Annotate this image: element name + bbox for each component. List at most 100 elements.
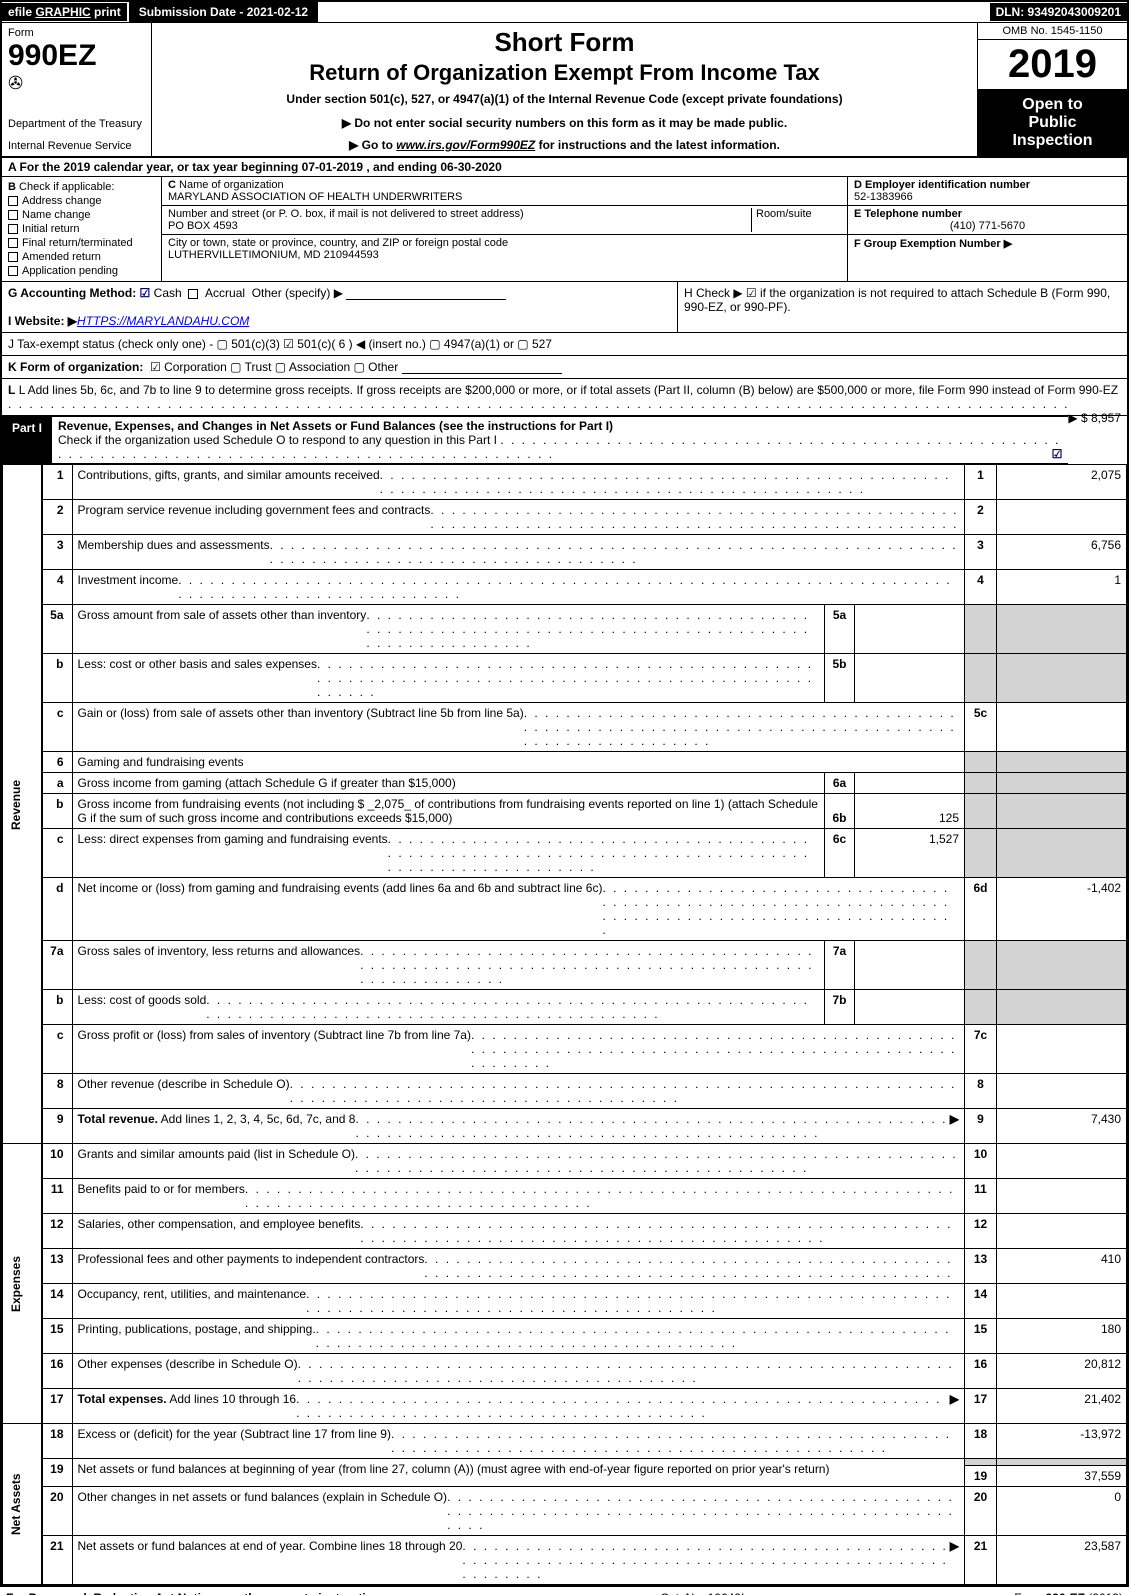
k-other-blank[interactable] (402, 360, 562, 374)
line-num: c (42, 829, 72, 878)
goto-line: ▶ Go to www.irs.gov/Form990EZ for instru… (158, 138, 971, 152)
c-label: C (168, 179, 176, 191)
line-desc: Gain or (loss) from sale of assets other… (72, 703, 965, 752)
line-ref: 13 (965, 1249, 997, 1284)
line-ref-shade (965, 829, 997, 878)
line-num: 6 (42, 752, 72, 773)
line-value-shade (997, 990, 1127, 1025)
checkbox-icon[interactable] (8, 252, 18, 262)
line-ref-shade (965, 1459, 997, 1466)
ein-value: 52-1383966 (854, 191, 913, 203)
line-value: 2,075 (997, 465, 1127, 500)
checkbox-icon[interactable] (8, 266, 18, 276)
footer-form-post: (2019) (1085, 1591, 1123, 1595)
table-row: c Gain or (loss) from sale of assets oth… (3, 703, 1127, 752)
chk-initial-return: Initial return (8, 223, 155, 235)
line-num: 17 (42, 1389, 72, 1424)
g-other-blank[interactable] (346, 286, 506, 300)
table-row: c Gross profit or (loss) from sales of i… (3, 1025, 1127, 1074)
submission-date: Submission Date - 2021-02-12 (127, 2, 320, 22)
line-desc: Contributions, gifts, grants, and simila… (72, 465, 965, 500)
part-1-check-text: Check if the organization used Schedule … (58, 433, 497, 447)
table-row: Revenue 1 Contributions, gifts, grants, … (3, 465, 1127, 500)
table-row: 12 Salaries, other compensation, and emp… (3, 1214, 1127, 1249)
line-ref: 11 (965, 1179, 997, 1214)
mid-num: 5b (825, 654, 855, 703)
checkbox-icon[interactable] (8, 238, 18, 248)
checkbox-icon[interactable] (8, 196, 18, 206)
table-row: a Gross income from gaming (attach Sched… (3, 773, 1127, 794)
website-link[interactable]: HTTPS://MARYLANDAHU.COM (77, 314, 249, 328)
line-value-shade (997, 654, 1127, 703)
row-a-tax-year: A For the 2019 calendar year, or tax yea… (2, 158, 1127, 177)
arrow-icon: ▶ (950, 1112, 959, 1140)
c-name-label: Name of organization (176, 179, 284, 191)
line-num: 19 (42, 1459, 72, 1487)
efile-graphic-link[interactable]: GRAPHIC (35, 5, 90, 19)
k-label: K Form of organization: (8, 360, 143, 374)
header-left: Form 990EZ ✇ Department of the Treasury … (2, 23, 152, 156)
line-num: 12 (42, 1214, 72, 1249)
line-desc: Grants and similar amounts paid (list in… (72, 1144, 965, 1179)
table-row: 9 Total revenue. Add lines 1, 2, 3, 4, 5… (3, 1109, 1127, 1144)
line-ref-shade (965, 990, 997, 1025)
line-desc: Less: cost of goods sold (72, 990, 825, 1025)
goto-link[interactable]: www.irs.gov/Form990EZ (396, 138, 535, 152)
line-desc: Net income or (loss) from gaming and fun… (72, 878, 965, 941)
line-num: 11 (42, 1179, 72, 1214)
line-desc: Excess or (deficit) for the year (Subtra… (72, 1424, 965, 1459)
mid-num: 7a (825, 941, 855, 990)
table-row: 6 Gaming and fundraising events (3, 752, 1127, 773)
part-1-title-block: Revenue, Expenses, and Changes in Net As… (52, 417, 1068, 463)
line-desc: Other changes in net assets or fund bala… (72, 1487, 965, 1536)
line-ref: 10 (965, 1144, 997, 1179)
line-ref-shade (965, 941, 997, 990)
line-ref: 19 (965, 1466, 997, 1487)
mid-num: 6c (825, 829, 855, 878)
h-schedule-b: H Check ▶ ☑ if the organization is not r… (677, 282, 1127, 332)
g-accounting: G Accounting Method: ☑ Cash Accrual Othe… (2, 282, 677, 332)
goto-post: for instructions and the latest informat… (535, 138, 780, 152)
l-dots (8, 397, 1069, 411)
table-row: b Less: cost of goods sold 7b (3, 990, 1127, 1025)
arrow-icon: ▶ (950, 1539, 959, 1581)
chk-name-change: Name change (8, 209, 155, 221)
open-line-1: Open to (980, 96, 1125, 114)
table-row: b Gross income from fundraising events (… (3, 794, 1127, 829)
phone-value: (410) 771-5670 (854, 220, 1121, 232)
revenue-table: Revenue 1 Contributions, gifts, grants, … (2, 464, 1127, 1585)
revenue-side-label: Revenue (3, 465, 43, 1144)
open-to-public: Open to Public Inspection (978, 89, 1127, 156)
line-desc: Less: direct expenses from gaming and fu… (72, 829, 825, 878)
mid-val (855, 990, 965, 1025)
mid-val (855, 605, 965, 654)
line-ref: 7c (965, 1025, 997, 1074)
line-desc: Investment income (72, 570, 965, 605)
line-num: 20 (42, 1487, 72, 1536)
line-ref: 8 (965, 1074, 997, 1109)
table-row: b Less: cost or other basis and sales ex… (3, 654, 1127, 703)
line-ref: 5c (965, 703, 997, 752)
line-desc: Other revenue (describe in Schedule O) (72, 1074, 965, 1109)
section-b-checkboxes: B Check if applicable: Address change Na… (2, 177, 162, 281)
k-options: ☑ Corporation ▢ Trust ▢ Association ▢ Ot… (150, 360, 398, 374)
part-1-header: Part I Revenue, Expenses, and Changes in… (2, 416, 1068, 464)
line-value (997, 703, 1127, 752)
table-row: 8 Other revenue (describe in Schedule O)… (3, 1074, 1127, 1109)
table-row: 19 Net assets or fund balances at beginn… (3, 1459, 1127, 1466)
line-value (997, 500, 1127, 535)
form-word: Form (8, 27, 145, 39)
line-ref: 14 (965, 1284, 997, 1319)
checkbox-icon[interactable] (188, 289, 198, 299)
table-row: 3 Membership dues and assessments 3 6,75… (3, 535, 1127, 570)
mid-val (855, 654, 965, 703)
org-city: LUTHERVILLETIMONIUM, MD 210944593 (168, 249, 379, 261)
footer-paperwork: For Paperwork Reduction Act Notice, see … (6, 1591, 390, 1595)
line-desc: Total revenue. Add lines 1, 2, 3, 4, 5c,… (72, 1109, 965, 1144)
checkbox-icon[interactable] (8, 224, 18, 234)
checkbox-icon[interactable] (8, 210, 18, 220)
line-ref: 6d (965, 878, 997, 941)
line-value: 410 (997, 1249, 1127, 1284)
tax-year: 2019 (978, 40, 1127, 89)
line-num: 4 (42, 570, 72, 605)
